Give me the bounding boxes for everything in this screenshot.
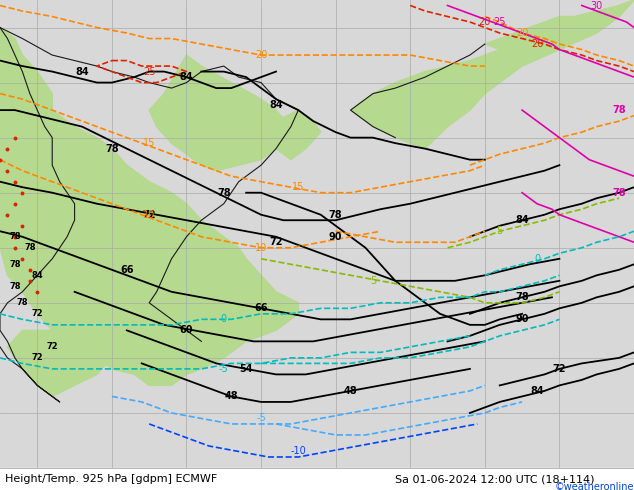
Text: -5: -5 [219, 364, 229, 374]
Text: 84: 84 [75, 67, 89, 76]
Text: 66: 66 [120, 265, 134, 275]
Text: 78: 78 [329, 210, 342, 220]
Text: Sa 01-06-2024 12:00 UTC (18+114): Sa 01-06-2024 12:00 UTC (18+114) [395, 474, 595, 484]
Text: 5: 5 [496, 226, 503, 236]
Text: 72: 72 [553, 364, 566, 374]
Text: -10: -10 [290, 446, 306, 457]
Text: 0: 0 [557, 485, 562, 490]
Text: 20: 20 [516, 28, 528, 38]
Text: 90: 90 [515, 315, 529, 324]
Polygon shape [261, 110, 321, 160]
Polygon shape [149, 55, 299, 171]
Text: 84: 84 [515, 215, 529, 225]
Text: 25: 25 [493, 17, 506, 27]
Text: 78: 78 [217, 188, 231, 197]
Polygon shape [8, 330, 112, 396]
Text: 84: 84 [179, 72, 193, 82]
Text: 0: 0 [221, 315, 227, 324]
Text: 78: 78 [24, 243, 36, 252]
Text: 40W: 40W [252, 485, 271, 490]
Text: 60: 60 [179, 325, 193, 335]
Text: 78: 78 [9, 260, 21, 269]
Text: 5: 5 [370, 276, 376, 286]
Text: 78: 78 [9, 282, 21, 291]
Text: 20W: 20W [401, 485, 420, 490]
Text: 10W: 10W [476, 485, 494, 490]
Text: 78: 78 [612, 188, 626, 197]
Text: 10: 10 [255, 243, 267, 253]
Text: 15: 15 [143, 138, 155, 148]
Text: 84: 84 [269, 99, 283, 110]
Text: 78: 78 [612, 105, 626, 115]
Polygon shape [0, 27, 299, 386]
Text: 20: 20 [255, 50, 268, 60]
Text: 72: 72 [269, 237, 283, 247]
Text: 60W: 60W [103, 485, 121, 490]
Text: 84: 84 [530, 386, 544, 396]
Polygon shape [351, 0, 634, 148]
Text: 72: 72 [46, 343, 58, 351]
Text: 50W: 50W [177, 485, 196, 490]
Text: 72: 72 [32, 309, 43, 318]
Text: 78: 78 [9, 232, 21, 241]
Text: 72: 72 [32, 353, 43, 363]
Text: 78: 78 [105, 144, 119, 154]
Text: 90: 90 [329, 232, 342, 242]
Text: 78: 78 [16, 298, 28, 307]
Text: 70W: 70W [28, 485, 47, 490]
Text: 0: 0 [534, 254, 540, 264]
Text: 20: 20 [531, 39, 543, 49]
Text: -5: -5 [256, 414, 266, 423]
Text: 20: 20 [479, 17, 491, 27]
Text: 30: 30 [591, 0, 603, 10]
Text: Height/Temp. 925 hPa [gdpm] ECMWF: Height/Temp. 925 hPa [gdpm] ECMWF [5, 474, 217, 484]
Text: ©weatheronline.co.uk: ©weatheronline.co.uk [555, 482, 634, 490]
Text: 54: 54 [240, 364, 253, 374]
Text: 30W: 30W [327, 485, 345, 490]
Text: 48: 48 [344, 386, 358, 396]
Text: 66: 66 [254, 303, 268, 313]
Text: 72: 72 [143, 210, 156, 220]
Text: 25: 25 [143, 67, 155, 76]
Text: 10: 10 [143, 210, 155, 220]
Text: 84: 84 [32, 271, 43, 280]
Text: 10E: 10E [626, 485, 634, 490]
Text: 78: 78 [515, 293, 529, 302]
Polygon shape [485, 0, 634, 55]
Text: 15: 15 [292, 182, 304, 192]
Text: 48: 48 [224, 392, 238, 401]
